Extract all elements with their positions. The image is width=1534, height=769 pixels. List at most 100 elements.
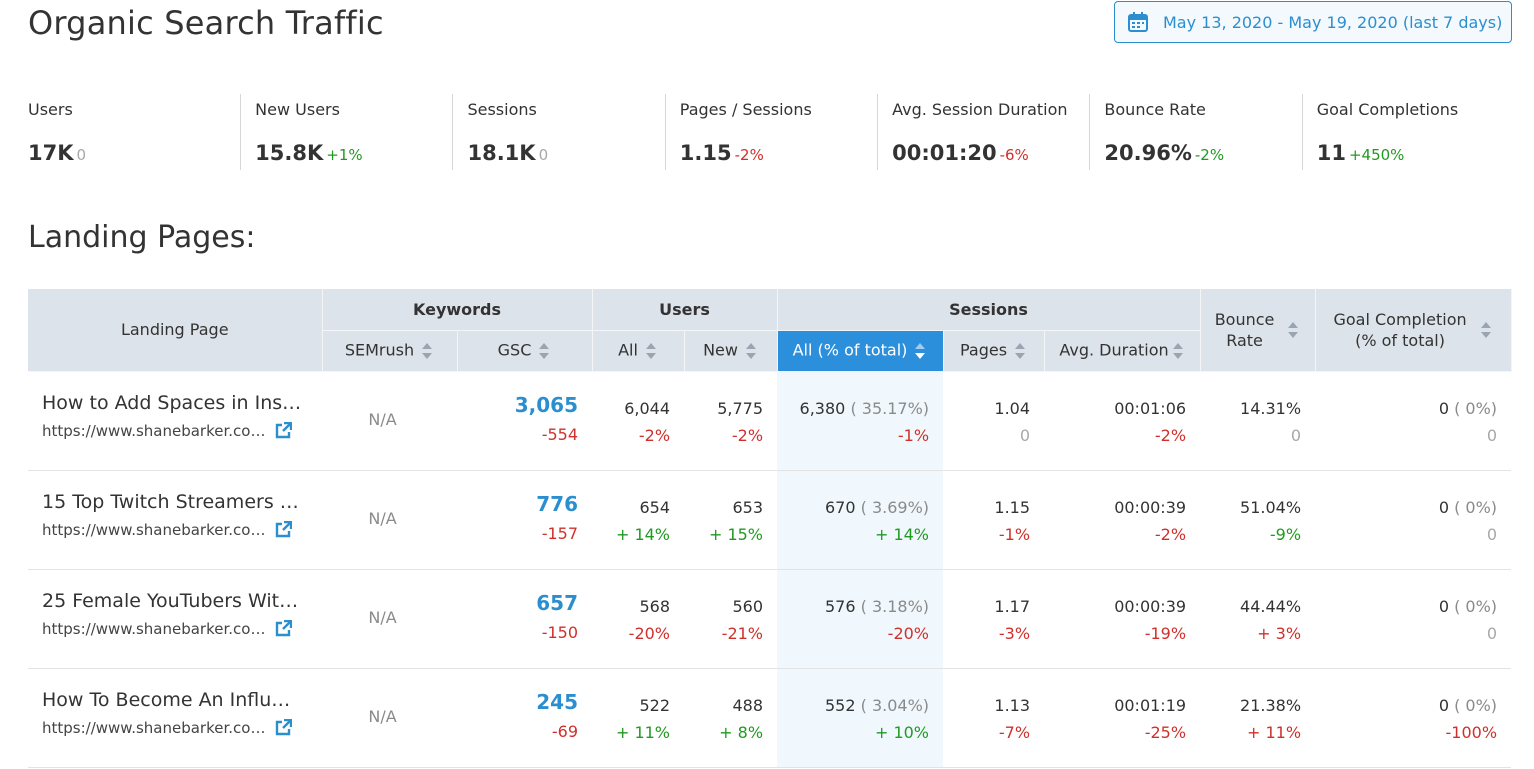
duration-cell: 00:01:19 -25% [1044,668,1201,768]
col-bounce-rate[interactable]: Bounce Rate [1200,289,1316,372]
sessions-all-percent: ( 3.04%) [860,695,930,715]
gsc-delta: -150 [541,622,579,642]
landing-page-cell: 25 Female YouTubers Wit… https://www.sha… [28,569,322,669]
sort-icon[interactable] [420,340,434,362]
bounce-cell: 14.31% 0 [1200,371,1316,471]
col-users-all[interactable]: All [592,330,685,372]
goal-percent: ( 0%) [1454,398,1498,418]
landing-page-title: 15 Top Twitch Streamers … [42,490,299,513]
sort-icon[interactable] [537,340,551,362]
gsc-delta: -554 [541,424,579,444]
sessions-all-delta: -1% [897,425,930,445]
users-all-value: 6,044 [624,398,671,418]
bounce-value: 14.31% [1240,398,1302,418]
users-new-value: 5,775 [717,398,764,418]
gsc-cell: 776 -157 [457,470,593,570]
goal-cell: 0 ( 0%) -100% [1315,668,1512,768]
metric-label: Goal Completions [1316,100,1459,119]
metric-delta: -2% [734,146,764,164]
duration-value: 00:01:19 [1114,695,1187,715]
semrush-cell: N/A [322,371,457,471]
landing-page-cell: 15 Top Twitch Streamers … https://www.sh… [28,470,322,570]
col-sessions-all-label: All (% of total) [792,340,908,359]
duration-value: 00:00:39 [1114,497,1187,517]
metric-goal-completions: Goal Completions 11 +450% [1301,94,1514,170]
gsc-value[interactable]: 776 [536,491,579,516]
col-semrush-label: SEMrush [344,340,415,359]
sessions-all-cell: 6,380 ( 35.17%) -1% [777,371,944,471]
duration-delta: -2% [1154,524,1187,544]
users-new-delta: -2% [731,425,764,445]
duration-delta: -2% [1154,425,1187,445]
external-link-icon[interactable] [275,422,293,439]
sort-icon[interactable] [1286,319,1300,341]
goal-delta: -100% [1445,722,1498,742]
goal-value: 0 [1438,695,1449,715]
sessions-all-percent: ( 3.18%) [860,596,930,616]
pages-value: 1.04 [994,398,1031,418]
metric-pages-per-session: Pages / Sessions 1.15 -2% [664,94,877,170]
metric-label: Sessions [467,100,537,119]
external-link-icon[interactable] [275,719,293,736]
metric-delta: 0 [538,146,549,164]
pages-cell: 1.13 -7% [943,668,1045,768]
calendar-icon [1128,12,1148,32]
goal-delta: 0 [1486,623,1498,643]
goal-cell: 0 ( 0%) 0 [1315,470,1512,570]
landing-pages-table: Landing Page Keywords Users Sessions Bou… [28,289,1512,768]
metric-label: Avg. Session Duration [892,100,1068,119]
gsc-value[interactable]: 3,065 [514,392,579,417]
landing-page-url: https://www.shanebarker.co… [42,619,266,638]
metric-delta: -2% [1194,146,1225,164]
gsc-value[interactable]: 245 [536,689,579,714]
bounce-cell: 44.44% + 3% [1200,569,1316,669]
users-new-cell: 560 -21% [684,569,778,669]
col-sessions-pages[interactable]: Pages [943,330,1045,372]
date-range-button[interactable]: May 13, 2020 - May 19, 2020 (last 7 days… [1114,1,1512,43]
sort-icon[interactable] [1013,340,1027,362]
col-sessions-avg-duration[interactable]: Avg. Duration [1044,330,1201,372]
metric-label: New Users [255,100,340,119]
col-group-sessions: Sessions [777,289,1201,331]
gsc-value[interactable]: 657 [536,590,579,615]
col-goal-completion[interactable]: Goal Completion (% of total) [1315,289,1512,372]
pages-cell: 1.15 -1% [943,470,1045,570]
col-semrush[interactable]: SEMrush [322,330,458,372]
sort-icon[interactable] [744,340,758,362]
col-sessions-all[interactable]: All (% of total) [777,330,944,372]
sort-desc-icon[interactable] [913,340,927,362]
page-title: Organic Search Traffic [28,4,384,42]
bounce-delta: + 3% [1257,623,1302,643]
semrush-cell: N/A [322,470,457,570]
metric-delta: -6% [999,146,1029,164]
pages-value: 1.17 [994,596,1031,616]
metric-delta: +450% [1348,146,1405,164]
sessions-all-delta: + 10% [874,722,930,742]
col-users-new[interactable]: New [684,330,778,372]
pages-value: 1.15 [994,497,1031,517]
sort-icon[interactable] [1171,340,1185,362]
users-new-cell: 488 + 8% [684,668,778,768]
users-all-delta: + 14% [615,524,671,544]
bounce-cell: 51.04% -9% [1200,470,1316,570]
landing-pages-title: Landing Pages: [28,220,256,255]
users-all-value: 522 [639,695,671,715]
goal-delta: 0 [1486,425,1498,445]
goal-value: 0 [1438,398,1449,418]
users-new-delta: -21% [721,623,764,643]
sort-icon[interactable] [644,340,658,362]
external-link-icon[interactable] [275,620,293,637]
bounce-delta: + 11% [1246,722,1302,742]
bounce-value: 44.44% [1240,596,1302,616]
external-link-icon[interactable] [275,521,293,538]
sort-icon[interactable] [1479,319,1493,341]
col-bounce-line1: Bounce [1214,309,1275,329]
bounce-delta: 0 [1290,425,1302,445]
gsc-delta: -69 [551,721,579,741]
metric-sessions: Sessions 18.1K 0 [452,94,664,170]
users-all-value: 654 [639,497,671,517]
col-group-users: Users [592,289,778,331]
goal-percent: ( 0%) [1454,596,1498,616]
metric-value: 11 [1316,141,1346,165]
col-gsc[interactable]: GSC [457,330,593,372]
